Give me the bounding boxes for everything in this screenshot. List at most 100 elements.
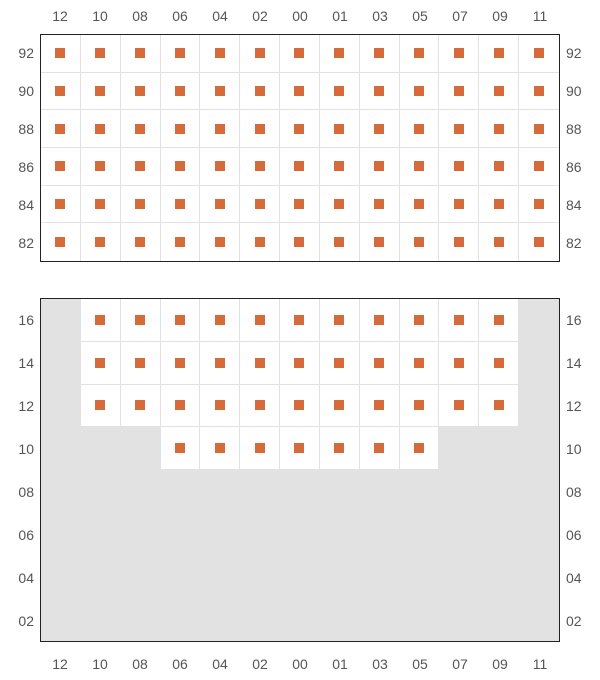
seat-cell[interactable] bbox=[280, 110, 320, 148]
seat-cell[interactable] bbox=[439, 223, 479, 261]
seat-cell[interactable] bbox=[519, 223, 559, 261]
seat-cell[interactable] bbox=[161, 385, 201, 428]
seat-cell[interactable] bbox=[360, 299, 400, 342]
seat-cell[interactable] bbox=[41, 223, 81, 261]
seat-cell[interactable] bbox=[121, 148, 161, 186]
seat-cell[interactable] bbox=[121, 186, 161, 224]
seat-cell[interactable] bbox=[400, 385, 440, 428]
seat-cell[interactable] bbox=[200, 110, 240, 148]
seat-cell[interactable] bbox=[320, 385, 360, 428]
seat-cell[interactable] bbox=[81, 342, 121, 385]
seat-cell[interactable] bbox=[280, 385, 320, 428]
seat-cell[interactable] bbox=[240, 148, 280, 186]
seat-cell[interactable] bbox=[519, 148, 559, 186]
seat-cell[interactable] bbox=[41, 110, 81, 148]
seat-cell[interactable] bbox=[400, 186, 440, 224]
seat-cell[interactable] bbox=[519, 186, 559, 224]
seat-cell[interactable] bbox=[439, 73, 479, 111]
seat-cell[interactable] bbox=[439, 35, 479, 73]
seat-cell[interactable] bbox=[400, 427, 440, 470]
seat-cell[interactable] bbox=[240, 35, 280, 73]
seat-cell[interactable] bbox=[479, 342, 519, 385]
seat-cell[interactable] bbox=[280, 148, 320, 186]
seat-cell[interactable] bbox=[519, 73, 559, 111]
seat-cell[interactable] bbox=[41, 35, 81, 73]
seat-cell[interactable] bbox=[519, 110, 559, 148]
seat-cell[interactable] bbox=[479, 186, 519, 224]
seat-cell[interactable] bbox=[479, 148, 519, 186]
seat-cell[interactable] bbox=[439, 186, 479, 224]
seat-cell[interactable] bbox=[240, 342, 280, 385]
seat-cell[interactable] bbox=[161, 342, 201, 385]
seat-cell[interactable] bbox=[200, 223, 240, 261]
seat-cell[interactable] bbox=[161, 427, 201, 470]
seat-cell[interactable] bbox=[320, 223, 360, 261]
seat-cell[interactable] bbox=[360, 385, 400, 428]
seat-cell[interactable] bbox=[280, 342, 320, 385]
seat-cell[interactable] bbox=[81, 148, 121, 186]
seat-cell[interactable] bbox=[240, 385, 280, 428]
seat-cell[interactable] bbox=[81, 223, 121, 261]
seat-cell[interactable] bbox=[439, 148, 479, 186]
seat-cell[interactable] bbox=[81, 73, 121, 111]
seat-cell[interactable] bbox=[360, 110, 400, 148]
seat-cell[interactable] bbox=[200, 73, 240, 111]
seat-cell[interactable] bbox=[200, 385, 240, 428]
seat-cell[interactable] bbox=[161, 223, 201, 261]
seat-cell[interactable] bbox=[280, 427, 320, 470]
seat-cell[interactable] bbox=[400, 223, 440, 261]
seat-cell[interactable] bbox=[479, 35, 519, 73]
seat-cell[interactable] bbox=[400, 299, 440, 342]
seat-cell[interactable] bbox=[240, 110, 280, 148]
seat-cell[interactable] bbox=[41, 73, 81, 111]
seat-cell[interactable] bbox=[81, 385, 121, 428]
seat-cell[interactable] bbox=[240, 223, 280, 261]
seat-cell[interactable] bbox=[400, 110, 440, 148]
seat-cell[interactable] bbox=[320, 110, 360, 148]
seat-cell[interactable] bbox=[81, 299, 121, 342]
seat-cell[interactable] bbox=[240, 427, 280, 470]
seat-cell[interactable] bbox=[479, 299, 519, 342]
seat-cell[interactable] bbox=[479, 73, 519, 111]
seat-cell[interactable] bbox=[200, 148, 240, 186]
seat-cell[interactable] bbox=[400, 35, 440, 73]
seat-cell[interactable] bbox=[121, 299, 161, 342]
seat-cell[interactable] bbox=[439, 342, 479, 385]
seat-cell[interactable] bbox=[360, 186, 400, 224]
seat-cell[interactable] bbox=[81, 186, 121, 224]
seat-cell[interactable] bbox=[360, 427, 400, 470]
seat-cell[interactable] bbox=[400, 342, 440, 385]
seat-cell[interactable] bbox=[320, 35, 360, 73]
seat-cell[interactable] bbox=[479, 110, 519, 148]
seat-cell[interactable] bbox=[439, 110, 479, 148]
seat-cell[interactable] bbox=[320, 299, 360, 342]
seat-cell[interactable] bbox=[439, 299, 479, 342]
seat-cell[interactable] bbox=[161, 299, 201, 342]
seat-cell[interactable] bbox=[280, 186, 320, 224]
seat-cell[interactable] bbox=[121, 35, 161, 73]
seat-cell[interactable] bbox=[41, 148, 81, 186]
seat-cell[interactable] bbox=[161, 110, 201, 148]
seat-cell[interactable] bbox=[161, 186, 201, 224]
seat-cell[interactable] bbox=[200, 35, 240, 73]
seat-cell[interactable] bbox=[479, 223, 519, 261]
seat-cell[interactable] bbox=[400, 73, 440, 111]
seat-cell[interactable] bbox=[161, 148, 201, 186]
seat-cell[interactable] bbox=[280, 35, 320, 73]
seat-cell[interactable] bbox=[360, 342, 400, 385]
seat-cell[interactable] bbox=[320, 427, 360, 470]
seat-cell[interactable] bbox=[200, 186, 240, 224]
seat-cell[interactable] bbox=[320, 148, 360, 186]
seat-cell[interactable] bbox=[280, 299, 320, 342]
seat-cell[interactable] bbox=[320, 73, 360, 111]
seat-cell[interactable] bbox=[519, 35, 559, 73]
seat-cell[interactable] bbox=[200, 342, 240, 385]
seat-cell[interactable] bbox=[121, 385, 161, 428]
seat-cell[interactable] bbox=[320, 186, 360, 224]
seat-cell[interactable] bbox=[121, 223, 161, 261]
seat-cell[interactable] bbox=[360, 35, 400, 73]
seat-cell[interactable] bbox=[479, 385, 519, 428]
seat-cell[interactable] bbox=[121, 73, 161, 111]
seat-cell[interactable] bbox=[240, 299, 280, 342]
seat-cell[interactable] bbox=[200, 427, 240, 470]
